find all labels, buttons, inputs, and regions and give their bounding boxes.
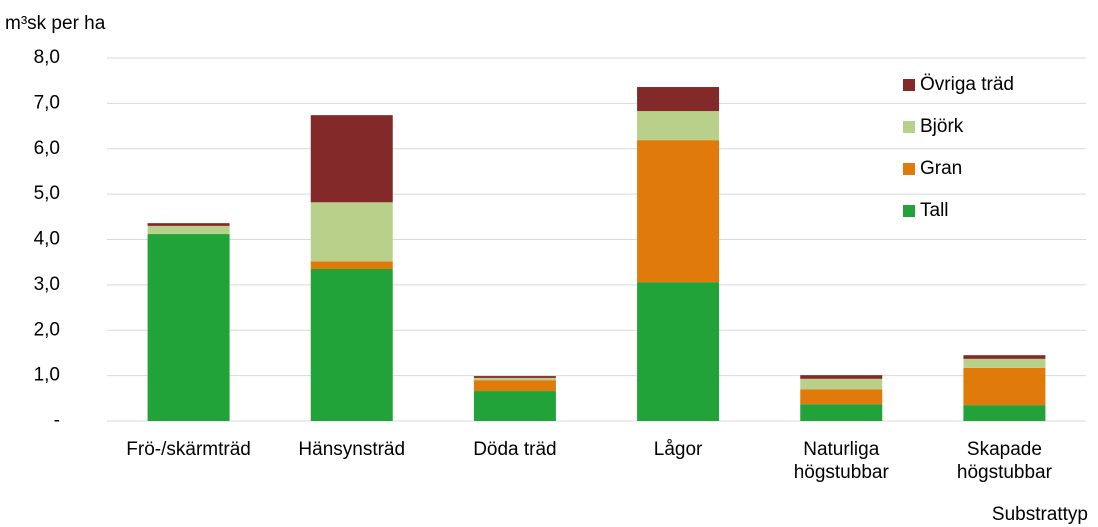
y-tick-label: 4,0 — [34, 229, 60, 250]
bar-segment — [637, 282, 720, 421]
bar-segment — [310, 261, 393, 269]
bar-segment — [473, 380, 556, 392]
x-tick-label: Hänsynsträd — [298, 439, 405, 460]
bar-segment — [473, 391, 556, 421]
legend-label: Tall — [920, 200, 949, 221]
bar-segment — [147, 225, 230, 235]
bar-segment — [963, 367, 1046, 406]
bar-segment — [637, 111, 720, 141]
x-tick-label-line: Döda träd — [473, 439, 556, 460]
bar-segment — [310, 202, 393, 262]
x-tick-label-line: Lågor — [654, 439, 703, 460]
bar-segment — [147, 223, 230, 226]
legend-swatch — [903, 121, 915, 133]
x-tick-label-line: Frö-/skärmträd — [126, 439, 251, 460]
y-tick-label: 5,0 — [34, 183, 60, 204]
x-tick-label: Skapade högstubbar — [957, 439, 1053, 483]
bar-segment — [800, 378, 883, 390]
y-tick-label: 7,0 — [34, 92, 60, 113]
bar-segment — [310, 115, 393, 203]
bar-segment — [963, 355, 1046, 359]
legend-swatch — [903, 79, 915, 91]
x-tick-label: Döda träd — [473, 439, 556, 460]
bar-segment — [473, 376, 556, 378]
bar-segment — [310, 268, 393, 421]
bar-segment — [147, 234, 230, 421]
x-axis-label: Substrattyp — [992, 504, 1088, 525]
bar-segment — [800, 375, 883, 379]
bar-segment — [963, 358, 1046, 368]
y-tick-label: 6,0 — [34, 138, 60, 159]
bar-segment — [637, 87, 720, 112]
legend-label: Björk — [920, 116, 964, 137]
y-tick-label: - — [54, 410, 60, 431]
legend-label: Gran — [920, 158, 962, 179]
bar-segment — [800, 404, 883, 421]
bar-segment — [963, 405, 1046, 421]
legend-label: Övriga träd — [920, 74, 1014, 95]
y-tick-label: 3,0 — [34, 274, 60, 295]
y-axis-label: m³sk per ha — [5, 13, 106, 34]
bar-segment — [473, 377, 556, 381]
bar-segment — [637, 140, 720, 283]
x-tick-label-line: högstubbar — [957, 462, 1053, 483]
legend-swatch — [903, 163, 915, 175]
bar-segment — [800, 389, 883, 405]
x-tick-label-line: Naturliga — [803, 439, 879, 460]
x-tick-label: Frö-/skärmträd — [126, 439, 251, 460]
y-tick-label: 8,0 — [34, 47, 60, 68]
y-tick-label: 1,0 — [34, 365, 60, 386]
x-tick-label-line: Skapade — [967, 439, 1042, 460]
y-tick-label: 2,0 — [34, 319, 60, 340]
legend-swatch — [903, 205, 915, 217]
x-tick-label: Naturliga högstubbar — [794, 439, 890, 483]
x-tick-label-line: Hänsynsträd — [298, 439, 405, 460]
x-tick-label-line: högstubbar — [794, 462, 890, 483]
x-tick-label: Lågor — [654, 439, 703, 460]
